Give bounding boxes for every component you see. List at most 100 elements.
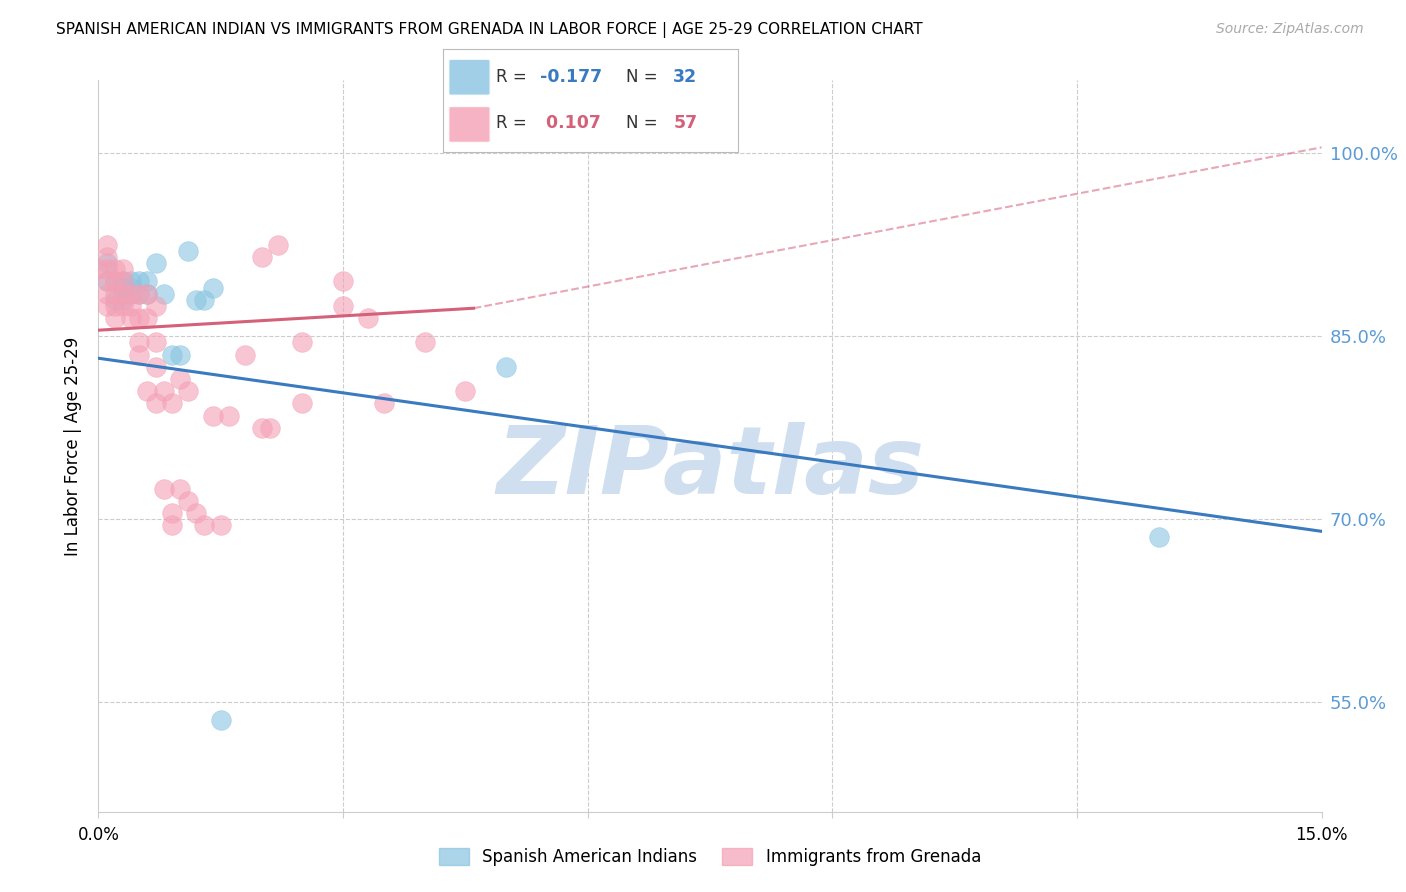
Point	[186, 293, 208, 307]
Point	[111, 280, 134, 294]
Point	[111, 275, 134, 289]
Text: ZIPatlas: ZIPatlas	[496, 422, 924, 514]
Point	[495, 359, 517, 374]
Point	[332, 299, 354, 313]
Point	[169, 372, 191, 386]
Text: 0.107: 0.107	[540, 114, 602, 132]
Point	[160, 518, 183, 533]
Text: -0.177: -0.177	[540, 69, 602, 87]
Point	[160, 348, 183, 362]
Text: SPANISH AMERICAN INDIAN VS IMMIGRANTS FROM GRENADA IN LABOR FORCE | AGE 25-29 CO: SPANISH AMERICAN INDIAN VS IMMIGRANTS FR…	[56, 22, 922, 38]
Point	[201, 280, 224, 294]
Point	[104, 311, 127, 326]
Point	[96, 238, 118, 252]
Text: 57: 57	[673, 114, 697, 132]
Point	[136, 311, 159, 326]
Point	[233, 348, 256, 362]
Point	[111, 293, 134, 307]
Text: R =: R =	[496, 69, 531, 87]
Text: Source: ZipAtlas.com: Source: ZipAtlas.com	[1216, 22, 1364, 37]
Point	[291, 335, 314, 350]
Point	[120, 275, 142, 289]
Point	[96, 262, 118, 277]
Point	[96, 299, 118, 313]
Point	[250, 250, 273, 264]
Point	[136, 384, 159, 399]
Point	[96, 275, 118, 289]
Point	[111, 275, 134, 289]
Point	[96, 286, 118, 301]
Point	[193, 518, 215, 533]
Point	[120, 286, 142, 301]
Point	[128, 286, 150, 301]
Point	[104, 275, 127, 289]
Point	[120, 299, 142, 313]
Point	[152, 482, 174, 496]
Point	[104, 275, 127, 289]
Point	[152, 384, 174, 399]
Point	[201, 409, 224, 423]
Point	[454, 384, 477, 399]
Point	[413, 335, 436, 350]
Text: N =: N =	[626, 114, 662, 132]
FancyBboxPatch shape	[449, 59, 491, 95]
Point	[111, 262, 134, 277]
Point	[136, 286, 159, 301]
Text: N =: N =	[626, 69, 662, 87]
Point	[96, 250, 118, 264]
Point	[193, 293, 215, 307]
Point	[104, 286, 127, 301]
Point	[111, 286, 134, 301]
Point	[120, 280, 142, 294]
Point	[332, 275, 354, 289]
Point	[96, 256, 118, 270]
Point	[177, 384, 200, 399]
Point	[104, 262, 127, 277]
Point	[104, 293, 127, 307]
Point	[120, 286, 142, 301]
Point	[186, 506, 208, 520]
Point	[120, 311, 142, 326]
Text: 0.0%: 0.0%	[77, 826, 120, 845]
Point	[250, 421, 273, 435]
Point	[104, 299, 127, 313]
Point	[152, 286, 174, 301]
Point	[177, 244, 200, 258]
Point	[160, 396, 183, 410]
Text: 15.0%: 15.0%	[1295, 826, 1348, 845]
Point	[96, 275, 118, 289]
Point	[128, 275, 150, 289]
Point	[145, 396, 167, 410]
Point	[128, 335, 150, 350]
Y-axis label: In Labor Force | Age 25-29: In Labor Force | Age 25-29	[65, 336, 83, 556]
Point	[209, 714, 232, 728]
Point	[177, 494, 200, 508]
Point	[169, 348, 191, 362]
Text: R =: R =	[496, 114, 531, 132]
Point	[145, 359, 167, 374]
Point	[128, 311, 150, 326]
Point	[356, 311, 378, 326]
FancyBboxPatch shape	[449, 106, 491, 143]
Point	[136, 286, 159, 301]
Point	[1147, 530, 1170, 544]
Point	[169, 482, 191, 496]
Point	[111, 299, 134, 313]
Point	[145, 335, 167, 350]
Legend: Spanish American Indians, Immigrants from Grenada: Spanish American Indians, Immigrants fro…	[432, 841, 988, 873]
Point	[267, 238, 290, 252]
Point	[145, 299, 167, 313]
Point	[218, 409, 240, 423]
Point	[291, 396, 314, 410]
Text: 32: 32	[673, 69, 697, 87]
Point	[145, 256, 167, 270]
Point	[373, 396, 395, 410]
Point	[209, 518, 232, 533]
Point	[259, 421, 281, 435]
Point	[160, 506, 183, 520]
Point	[128, 348, 150, 362]
Point	[136, 275, 159, 289]
Point	[111, 286, 134, 301]
Point	[128, 286, 150, 301]
Point	[87, 262, 110, 277]
